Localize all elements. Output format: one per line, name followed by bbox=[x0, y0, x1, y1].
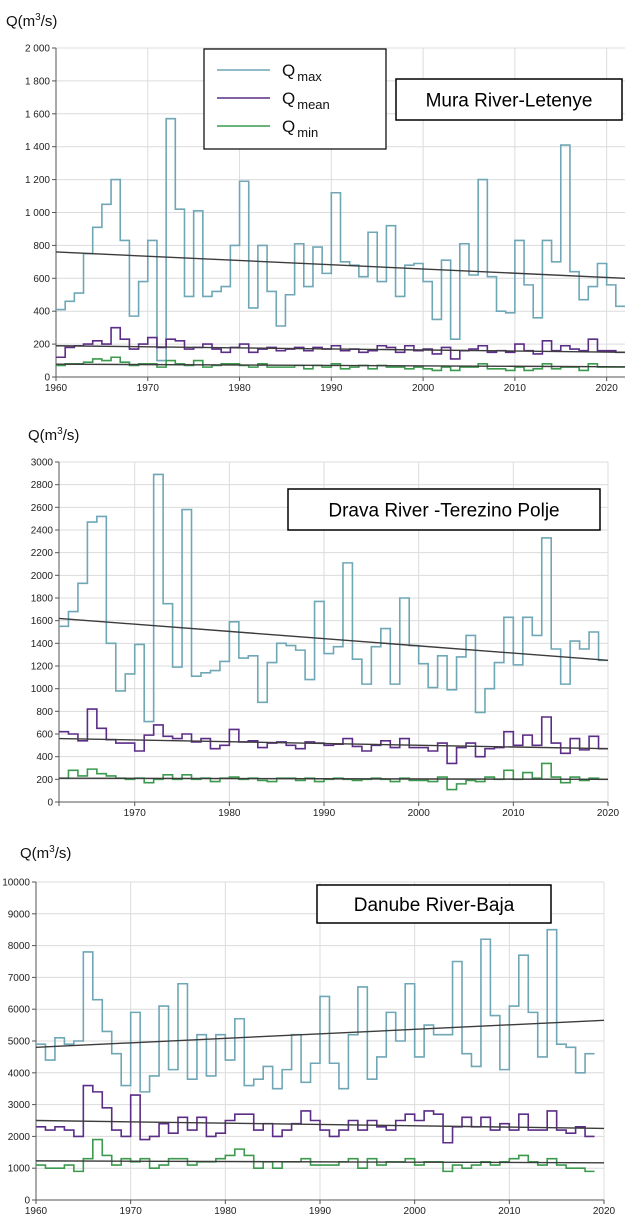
legend-symbol: Q bbox=[282, 89, 295, 108]
x-tick-label: 1960 bbox=[25, 1206, 48, 1217]
y-tick-label: 3000 bbox=[31, 458, 54, 469]
y-tick-label: 600 bbox=[33, 274, 50, 285]
y-axis-label: Q(m3/s) bbox=[28, 426, 79, 444]
legend-subscript: mean bbox=[297, 97, 330, 112]
trend-line bbox=[59, 739, 608, 749]
y-tick-label: 4000 bbox=[8, 1068, 31, 1079]
x-tick-label: 2020 bbox=[597, 808, 620, 819]
x-tick-label: 2010 bbox=[498, 1206, 521, 1217]
y-tick-label: 7000 bbox=[8, 973, 31, 984]
y-axis-label-main: Q(m bbox=[28, 427, 57, 444]
y-tick-label: 1200 bbox=[31, 662, 54, 673]
y-tick-label: 200 bbox=[36, 775, 53, 786]
series-line-qmax bbox=[56, 119, 625, 361]
y-axis-label-unit: /s) bbox=[55, 845, 72, 862]
y-tick-label: 5000 bbox=[8, 1037, 31, 1048]
series-line-qmean bbox=[56, 328, 625, 359]
x-tick-label: 1990 bbox=[320, 383, 343, 394]
legend-subscript: max bbox=[297, 69, 322, 84]
y-axis-label: Q(m3/s) bbox=[20, 844, 71, 862]
y-tick-label: 600 bbox=[36, 730, 53, 741]
y-tick-label: 400 bbox=[36, 752, 53, 763]
y-tick-label: 200 bbox=[33, 340, 50, 351]
legend-symbol: Q bbox=[282, 117, 295, 136]
y-tick-label: 0 bbox=[24, 1196, 30, 1207]
x-tick-label: 2010 bbox=[504, 383, 527, 394]
y-tick-label: 6000 bbox=[8, 1005, 31, 1016]
x-tick-label: 2000 bbox=[404, 1206, 427, 1217]
series-line-qmin bbox=[36, 1140, 595, 1172]
series-line-qmin bbox=[59, 763, 608, 789]
chart-3: 0 1000 2000 3000 4000 5000 6000 7000 8000 9000 100… bbox=[2, 844, 615, 1217]
y-tick-label: 2200 bbox=[31, 548, 54, 559]
x-tick-label: 1970 bbox=[137, 383, 160, 394]
y-tick-label: 1800 bbox=[31, 594, 54, 605]
y-tick-label: 0 bbox=[44, 373, 50, 384]
chart-title: Danube River-Baja bbox=[354, 895, 515, 916]
x-tick-label: 2000 bbox=[412, 383, 435, 394]
y-tick-label: 1 400 bbox=[25, 142, 50, 153]
y-tick-label: 9000 bbox=[8, 909, 31, 920]
y-tick-label: 2 000 bbox=[25, 44, 50, 55]
y-tick-label: 1 000 bbox=[25, 208, 50, 219]
x-tick-label: 1990 bbox=[313, 808, 336, 819]
y-tick-label: 1 600 bbox=[25, 109, 50, 120]
y-tick-label: 8000 bbox=[8, 941, 31, 952]
x-tick-label: 1990 bbox=[309, 1206, 332, 1217]
y-tick-label: 1600 bbox=[31, 616, 54, 627]
legend-subscript: min bbox=[297, 125, 318, 140]
y-axis-label-main: Q(m bbox=[6, 13, 35, 30]
y-tick-label: 1 800 bbox=[25, 76, 50, 87]
y-tick-label: 1000 bbox=[8, 1164, 31, 1175]
legend-symbol: Q bbox=[282, 61, 295, 80]
y-tick-label: 400 bbox=[33, 307, 50, 318]
y-tick-label: 800 bbox=[36, 707, 53, 718]
y-tick-label: 1000 bbox=[31, 684, 54, 695]
chart-2: 0 200 400 600 800 1000 1200 1400 1600 1800 2000 220… bbox=[28, 426, 620, 819]
x-tick-label: 1980 bbox=[228, 383, 251, 394]
x-tick-label: 2000 bbox=[408, 808, 431, 819]
y-tick-label: 2000 bbox=[31, 571, 54, 582]
y-tick-label: 2800 bbox=[31, 480, 54, 491]
chart-title: Mura River-Letenye bbox=[426, 91, 593, 112]
chart-title: Drava River -Terezino Polje bbox=[328, 501, 559, 522]
series-line-qmin bbox=[56, 357, 625, 370]
y-tick-label: 2400 bbox=[31, 526, 54, 537]
y-axis-label-unit: /s) bbox=[63, 427, 80, 444]
x-tick-label: 2020 bbox=[593, 1206, 616, 1217]
x-tick-label: 1970 bbox=[120, 1206, 143, 1217]
series-line-qmean bbox=[36, 1086, 595, 1143]
y-tick-label: 1400 bbox=[31, 639, 54, 650]
y-axis-label-unit: /s) bbox=[41, 13, 58, 30]
series-line-qmean bbox=[59, 709, 608, 763]
y-tick-label: 3000 bbox=[8, 1100, 31, 1111]
y-axis-label-main: Q(m bbox=[20, 845, 49, 862]
x-tick-label: 1960 bbox=[45, 383, 68, 394]
series-line-qmax bbox=[36, 930, 595, 1092]
y-axis-label: Q(m3/s) bbox=[6, 12, 57, 30]
y-tick-label: 2000 bbox=[8, 1132, 31, 1143]
y-tick-label: 2600 bbox=[31, 503, 54, 514]
y-tick-label: 10000 bbox=[2, 878, 30, 889]
x-tick-label: 2010 bbox=[502, 808, 525, 819]
y-tick-label: 0 bbox=[47, 798, 53, 809]
x-tick-label: 1980 bbox=[218, 808, 241, 819]
y-tick-label: 1 200 bbox=[25, 175, 50, 186]
y-tick-label: 800 bbox=[33, 241, 50, 252]
x-tick-label: 1970 bbox=[124, 808, 147, 819]
x-tick-label: 1980 bbox=[214, 1206, 237, 1217]
x-tick-label: 2020 bbox=[596, 383, 619, 394]
